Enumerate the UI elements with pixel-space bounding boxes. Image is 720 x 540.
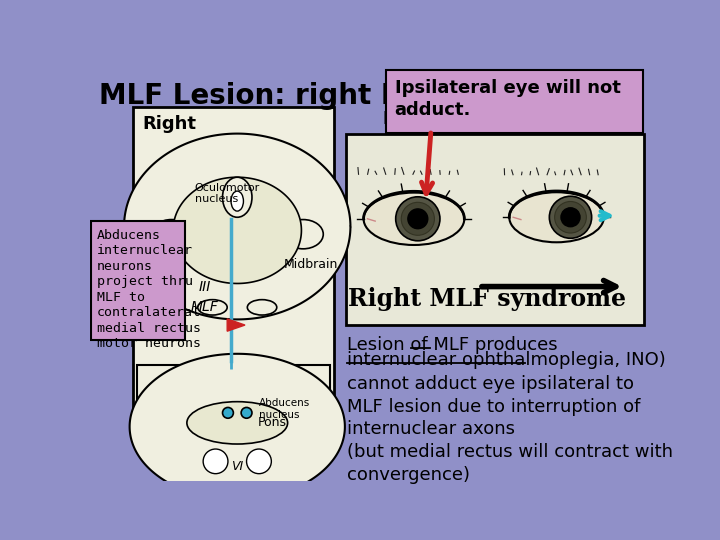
Ellipse shape xyxy=(286,417,315,460)
Ellipse shape xyxy=(198,300,228,315)
FancyBboxPatch shape xyxy=(91,221,185,340)
Ellipse shape xyxy=(248,300,276,315)
Bar xyxy=(132,107,334,442)
Polygon shape xyxy=(124,133,351,319)
Polygon shape xyxy=(130,354,345,500)
Text: Right MLF syndrome: Right MLF syndrome xyxy=(348,287,626,311)
Bar xyxy=(346,134,644,325)
Text: Ipsilateral eye will not
adduct.: Ipsilateral eye will not adduct. xyxy=(395,79,621,119)
Circle shape xyxy=(554,201,586,233)
Ellipse shape xyxy=(246,449,271,474)
Ellipse shape xyxy=(222,177,252,217)
Text: Pons: Pons xyxy=(258,416,287,429)
Circle shape xyxy=(549,196,592,238)
Text: III: III xyxy=(199,280,211,294)
Text: Midbrain: Midbrain xyxy=(284,259,338,272)
FancyBboxPatch shape xyxy=(386,70,642,132)
Bar xyxy=(137,365,330,438)
Text: cannot adduct eye ipsilateral to
MLF lesion due to interruption of
internuclear : cannot adduct eye ipsilateral to MLF les… xyxy=(347,375,673,484)
Circle shape xyxy=(222,408,233,418)
Circle shape xyxy=(561,208,580,227)
Text: Abducens
nucleus: Abducens nucleus xyxy=(259,398,310,420)
Text: MLF Lesion: right MLF: MLF Lesion: right MLF xyxy=(99,82,445,110)
Text: Right: Right xyxy=(142,115,196,133)
Circle shape xyxy=(408,209,428,229)
Text: Right: Right xyxy=(383,110,433,128)
Circle shape xyxy=(396,197,440,241)
Ellipse shape xyxy=(364,193,464,245)
Text: MLF: MLF xyxy=(191,300,219,314)
Ellipse shape xyxy=(231,191,243,211)
Text: Lesion of MLF produces: Lesion of MLF produces xyxy=(347,336,558,354)
Ellipse shape xyxy=(151,220,192,249)
Text: Abducens
internuclear
neurons
project thru
MLF to
contralateral
medial rectus
mo: Abducens internuclear neurons project th… xyxy=(97,229,201,350)
Ellipse shape xyxy=(509,192,604,242)
Ellipse shape xyxy=(159,417,189,460)
Text: Oculomotor
nucleus: Oculomotor nucleus xyxy=(194,183,260,204)
Circle shape xyxy=(241,408,252,418)
Ellipse shape xyxy=(283,220,323,249)
Polygon shape xyxy=(173,177,302,284)
Ellipse shape xyxy=(203,449,228,474)
Polygon shape xyxy=(228,319,245,331)
Text: VI: VI xyxy=(231,460,243,473)
Text: Left: Left xyxy=(548,110,585,128)
Circle shape xyxy=(401,202,434,235)
Ellipse shape xyxy=(187,402,287,444)
Text: internuclear ophthalmoplegia, INO): internuclear ophthalmoplegia, INO) xyxy=(347,352,666,369)
